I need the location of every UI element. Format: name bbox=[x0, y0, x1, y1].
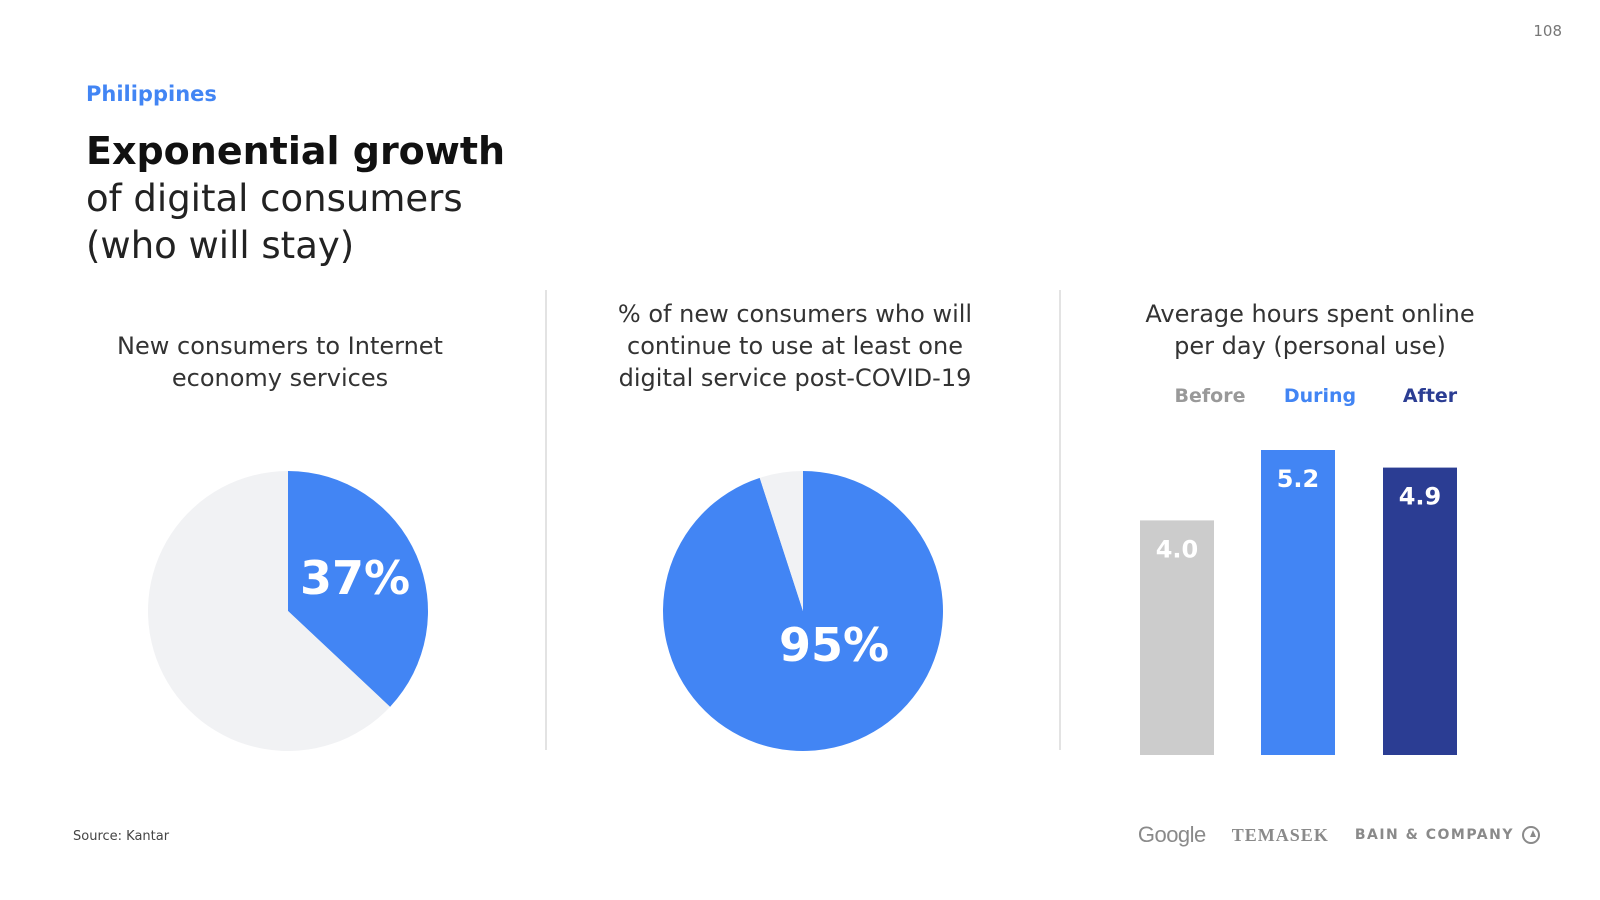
title-line-2: of digital consumers bbox=[86, 177, 463, 220]
legend-before: Before bbox=[1174, 385, 1246, 407]
pie2-title-line1: % of new consumers who will bbox=[617, 300, 973, 328]
bar-after bbox=[1383, 467, 1457, 755]
bar-value-label-during: 5.2 bbox=[1277, 465, 1320, 493]
legend-after: After bbox=[1402, 385, 1458, 407]
footer-logos: Google TEMASEK BAIN & COMPANY bbox=[1138, 822, 1540, 848]
bar-value-label-before: 4.0 bbox=[1156, 535, 1199, 563]
temasek-logo: TEMASEK bbox=[1231, 824, 1329, 845]
bar-value-label-after: 4.9 bbox=[1399, 483, 1442, 511]
pie2-title-line2: continue to use at least one bbox=[627, 332, 963, 360]
bar-title-line2: per day (personal use) bbox=[1174, 332, 1446, 360]
page-number: 108 bbox=[1533, 22, 1562, 40]
bain-compass-icon bbox=[1522, 826, 1540, 844]
divider-left bbox=[545, 290, 547, 750]
pie2-title: % of new consumers who will continue to … bbox=[585, 298, 1005, 394]
pie1-title-line2: economy services bbox=[171, 364, 389, 392]
pie-value-label: 37% bbox=[300, 551, 410, 605]
bain-logo-text: BAIN & COMPANY bbox=[1354, 827, 1514, 843]
source-note: Source: Kantar bbox=[73, 829, 170, 844]
legend-during: During bbox=[1283, 385, 1357, 407]
bar-title-line1: Average hours spent online bbox=[1145, 300, 1475, 328]
pie-slice-1 bbox=[759, 471, 803, 611]
bar-chart-hours-online: 4.0 5.2 4.9 bbox=[1140, 450, 1457, 755]
country-label: Philippines bbox=[86, 82, 217, 106]
bar-title: Average hours spent online per day (pers… bbox=[1100, 298, 1520, 362]
pie-slice-1 bbox=[148, 471, 391, 751]
divider-right bbox=[1059, 290, 1061, 750]
pie1-title: New consumers to Internet economy servic… bbox=[80, 330, 480, 394]
title-line-3: (who will stay) bbox=[86, 224, 355, 267]
pie2-title-line3: digital service post-COVID-19 bbox=[618, 364, 972, 392]
bain-logo: BAIN & COMPANY bbox=[1355, 826, 1540, 844]
bar-legend: Before During After bbox=[1160, 385, 1480, 407]
title-bold: Exponential growth bbox=[86, 129, 506, 173]
pie1-title-line1: New consumers to Internet bbox=[117, 332, 443, 360]
pie-value-label: 95% bbox=[779, 618, 889, 672]
google-logo: Google bbox=[1137, 822, 1206, 847]
bar-during bbox=[1261, 450, 1335, 755]
pie-chart-new-consumers: 37% bbox=[148, 471, 428, 751]
bar-before bbox=[1140, 520, 1214, 755]
pie-chart-continue-usage: 95% bbox=[663, 471, 943, 751]
pie-slice-0 bbox=[288, 471, 428, 707]
page-title: Exponential growth of digital consumers … bbox=[86, 128, 505, 269]
